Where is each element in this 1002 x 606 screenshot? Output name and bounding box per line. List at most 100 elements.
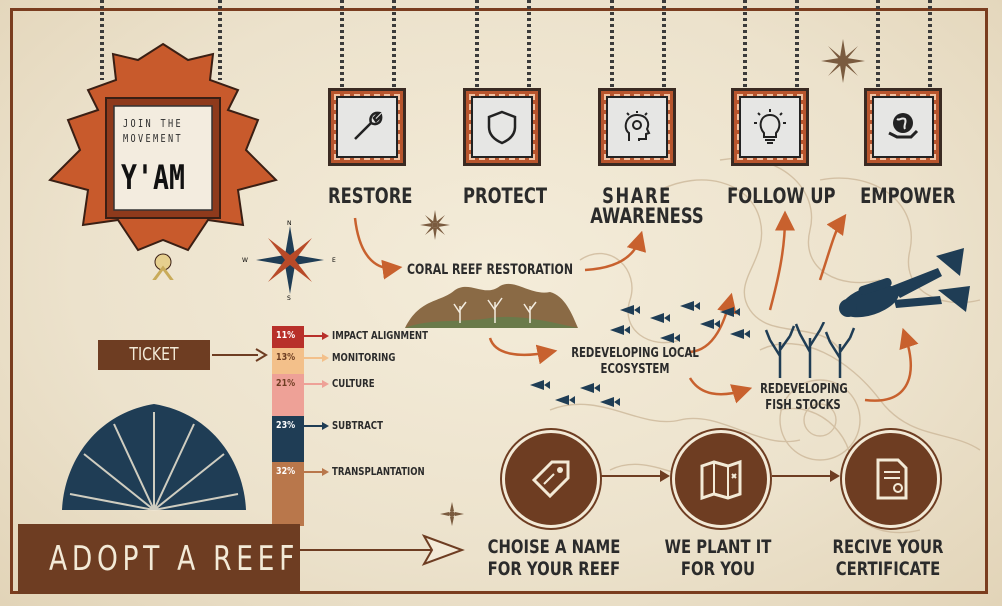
step-restore-frame[interactable]	[328, 88, 406, 166]
adopt-step-line: FOR YOU	[680, 558, 756, 580]
scuba-diver-illustration	[839, 248, 970, 318]
sign-text-join: JOIN THE	[122, 117, 184, 130]
ticket-item-label: IMPACT ALIGNMENT	[332, 329, 428, 342]
ticket-bar-segment: 11%	[272, 326, 304, 348]
adopt-a-reef-banner[interactable]: ADOPT A REEF	[18, 524, 300, 594]
step-label-followup: FOLLOW UP	[727, 184, 836, 208]
chain	[928, 0, 932, 90]
we-plant-label: WE PLANT IT FOR YOU	[656, 536, 781, 580]
adopt-step-line: FOR YOUR REEF	[487, 558, 621, 580]
star-decoration	[440, 502, 464, 526]
compass-n: N	[287, 220, 292, 227]
tag-icon	[531, 460, 570, 499]
step-label-text: PROTECT	[463, 184, 548, 208]
ticket-item-arrow	[304, 332, 329, 340]
ticket-item-arrow	[304, 422, 329, 430]
ticket-bar-segment: 21%	[272, 374, 304, 416]
step-label-protect: PROTECT	[463, 184, 548, 208]
ticket-bar-segment: 23%	[272, 416, 304, 462]
adopt-title: ADOPT A REEF	[49, 539, 300, 579]
chain	[392, 0, 396, 90]
ticket-bar-percent: 11%	[276, 330, 296, 341]
step-label-restore: RESTORE	[328, 184, 413, 208]
chain	[610, 0, 614, 90]
fish-stocks-label-2: FISH STOCKS	[765, 398, 841, 413]
page-border	[10, 8, 988, 594]
shield-icon	[471, 96, 533, 158]
lightbulb-icon	[739, 96, 801, 158]
sign-text-movement: MOVEMENT	[122, 132, 184, 145]
step-label-empower: EMPOWER	[860, 184, 956, 208]
movement-sign	[48, 42, 278, 280]
step-empower-frame[interactable]	[864, 88, 942, 166]
sign-chain-right	[218, 0, 222, 80]
brand-logo-text: Y'AM	[121, 158, 185, 198]
ticket-breakdown-bar: 11% 13% 21% 23% 32%	[272, 326, 304, 526]
local-ecosystem-label-1: REDEVELOPING LOCAL	[571, 346, 699, 361]
local-ecosystem-label-2: ECOSYSTEM	[600, 362, 670, 377]
ticket-bar-percent: 23%	[276, 420, 296, 431]
fish-school-illustration	[530, 301, 750, 407]
ticket-bar-segment: 13%	[272, 348, 304, 374]
step-label-text: EMPOWER	[860, 184, 956, 208]
coral-tree-illustration	[764, 322, 856, 378]
chain	[876, 0, 880, 90]
step-share-frame[interactable]	[598, 88, 676, 166]
compass-rose: N S W E	[242, 220, 336, 300]
ticket-item-arrow	[304, 354, 329, 362]
adopt-step-line: CHOISE A NAME	[487, 536, 621, 558]
step-label-share: SHARE AWARENESS	[590, 184, 704, 228]
ticket-bar-segment: 32%	[272, 462, 304, 526]
certificate-icon	[876, 458, 908, 500]
compass-w: W	[242, 257, 248, 264]
adopt-step-line: RECIVE YOUR	[832, 536, 944, 558]
chain	[527, 0, 531, 90]
ticket-item-label: SUBTRACT	[332, 419, 383, 432]
head-idea-icon	[606, 96, 668, 158]
adopt-step-arrows	[600, 470, 840, 482]
ticket-tag[interactable]: TICKET	[98, 340, 210, 370]
ticket-bar-percent: 13%	[276, 352, 296, 363]
sign-chain-left	[100, 0, 104, 80]
star-decoration	[821, 39, 865, 83]
ticket-item-label: TRANSPLANTATION	[332, 465, 425, 478]
certificate-step[interactable]	[842, 430, 940, 528]
chain	[662, 0, 666, 90]
adopt-arrow	[300, 534, 465, 566]
chain	[795, 0, 799, 90]
ticket-item-arrow	[304, 380, 329, 388]
chain	[475, 0, 479, 90]
step-label-text: RESTORE	[328, 184, 413, 208]
step-label-text: FOLLOW UP	[727, 184, 836, 208]
adopt-step-line: CERTIFICATE	[835, 558, 941, 580]
we-plant-step[interactable]	[672, 430, 770, 528]
ticket-item-label: CULTURE	[332, 377, 375, 390]
ticket-item-label: MONITORING	[332, 351, 396, 364]
compass-e: E	[332, 257, 336, 264]
chain	[743, 0, 747, 90]
choose-name-label: CHOISE A NAME FOR YOUR REEF	[487, 536, 621, 580]
fish-stocks-label-1: REDEVELOPING	[760, 382, 848, 397]
step-followup-frame[interactable]	[731, 88, 809, 166]
step-protect-frame[interactable]	[463, 88, 541, 166]
star-decoration	[420, 210, 450, 240]
ticket-arrow	[212, 348, 268, 362]
ticket-item-arrow	[304, 468, 329, 476]
coral-reef-illustration	[405, 283, 578, 328]
step-label-text: SHARE	[602, 184, 672, 208]
ticket-bar-percent: 32%	[276, 466, 296, 477]
step-label-text: AWARENESS	[590, 204, 704, 228]
coral-restoration-label: CORAL REEF RESTORATION	[407, 262, 573, 278]
chain	[340, 0, 344, 90]
background-octopus-illustration	[549, 157, 981, 534]
adopt-step-line: WE PLANT IT	[664, 536, 772, 558]
sea-fan-coral-silhouette	[62, 404, 246, 511]
compass-s: S	[287, 295, 291, 300]
choose-name-step[interactable]	[502, 430, 600, 528]
wrench-icon	[336, 96, 398, 158]
ticket-label: TICKET	[129, 344, 179, 365]
ticket-bar-percent: 21%	[276, 378, 296, 389]
certificate-label: RECIVE YOUR CERTIFICATE	[826, 536, 951, 580]
